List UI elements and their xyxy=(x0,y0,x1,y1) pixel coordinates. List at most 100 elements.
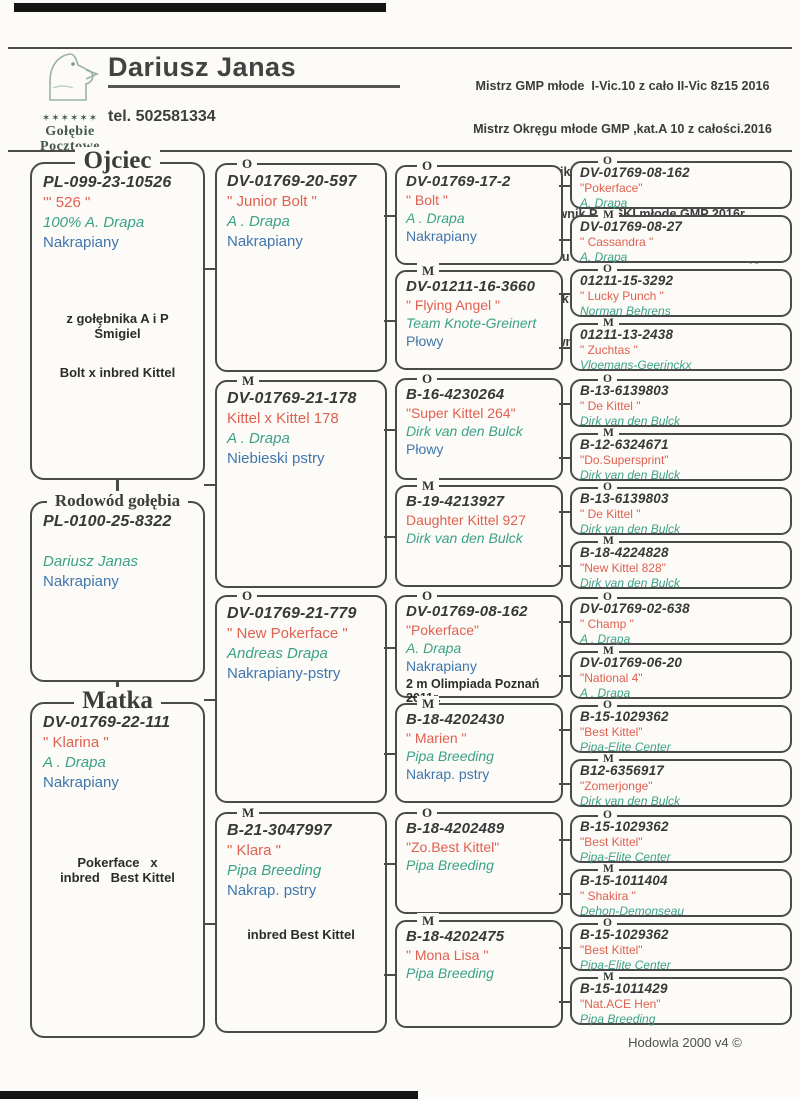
pedigree-box-gen3-3: O B-16-4230264 "Super Kittel 264" Dirk v… xyxy=(384,371,563,480)
sex-marker: O xyxy=(417,805,438,821)
ring-number: PL-0100-25-8322 xyxy=(43,513,172,530)
pigeon-name: Kittel x Kittel 178 xyxy=(227,410,339,427)
sex-marker: O xyxy=(598,591,617,603)
breeder-name: Pipa Breeding xyxy=(406,748,494,764)
breeder-name: Dirk van den Bulck xyxy=(580,521,681,536)
sex-marker: M xyxy=(237,373,260,389)
phone-number: tel. 502581334 xyxy=(108,108,216,125)
pedigree-box-gen3-1: O DV-01769-17-2 " Bolt " A . Drapa Nakra… xyxy=(384,158,563,265)
ring-number: B-18-4202475 xyxy=(406,928,505,945)
ring-number: DV-01769-02-638 xyxy=(580,601,690,616)
pedigree-box-gen4-3: O 01211-15-3292 " Lucky Punch " Norman B… xyxy=(559,263,792,318)
ring-number: B-15-1011404 xyxy=(580,873,668,888)
pedigree-box-gen4-12: M B12-6356917 "Zomerjonge" Dirk van den … xyxy=(559,753,792,808)
pedigree-box-gen3-7: O B-18-4202489 "Zo.Best Kittel" Pipa Bre… xyxy=(384,805,563,914)
breeder-name: A. Drapa xyxy=(580,249,628,264)
box-title-father: Ojciec xyxy=(75,147,160,174)
feather-color: Nakrapiany xyxy=(227,233,303,250)
pedigree-box-gen4-16: M B-15-1011429 "Nat.ACE Hen" Pipa Breedi… xyxy=(559,971,792,1026)
pedigree-box-gen4-9: O DV-01769-02-638 " Champ " A . Drapa xyxy=(559,591,792,646)
ring-number: DV-01769-21-178 xyxy=(227,390,357,407)
pigeon-name: "New Kittel 828" xyxy=(580,561,666,575)
ring-number: DV-01769-08-162 xyxy=(580,165,690,180)
pigeon-name: "Zo.Best Kittel" xyxy=(406,839,500,855)
breeder-name: Team Knote-Greinert xyxy=(406,315,537,331)
ring-number: B-15-1029362 xyxy=(580,819,669,834)
pedigree-box-gen4-5: O B-13-6139803 " De Kittel " Dirk van de… xyxy=(559,373,792,428)
note: z gołębnika A i P Śmigiel xyxy=(66,311,173,341)
feather-color: Niebieski pstry xyxy=(227,450,325,467)
breeder-name: Dirk van den Bulck xyxy=(580,575,681,590)
ring-number: B-15-1029362 xyxy=(580,709,669,724)
sex-marker: O xyxy=(237,588,258,604)
ring-number: B-15-1029362 xyxy=(580,927,669,942)
pigeon-name: " Mona Lisa " xyxy=(406,947,489,963)
pigeon-name: " Lucky Punch " xyxy=(580,289,664,303)
breeder-name: Pipa Breeding xyxy=(406,965,494,981)
feather-color: Nakrapiany xyxy=(406,658,477,674)
ring-number: DV-01769-06-20 xyxy=(580,655,683,670)
ring-number: B-19-4213927 xyxy=(406,493,505,510)
pigeon-name: "Best Kittel" xyxy=(580,943,643,957)
breeder-name: Vloemans-Geerinckx xyxy=(580,357,692,372)
pedigree-box-gen3-8: M B-18-4202475 " Mona Lisa " Pipa Breedi… xyxy=(384,913,563,1028)
pigeon-name: " Cassandra " xyxy=(580,235,654,249)
breeder-name: Dirk van den Bulck xyxy=(580,793,681,808)
note: Pokerface x xyxy=(77,855,158,870)
breeder-name: Pipa-Elite Center xyxy=(580,739,671,754)
note: 2 m Olimpiada Poznań 2011r. xyxy=(406,677,540,705)
pigeon-name: "Best Kittel" xyxy=(580,725,643,739)
ring-number: 01211-13-2438 xyxy=(580,327,674,342)
box-title-mother: Matka xyxy=(74,687,161,714)
pedigree-box-mother: Matka DV-01769-22-111 " Klarina " A . Dr… xyxy=(30,687,205,1038)
sex-marker: O xyxy=(598,917,617,929)
ring-number: DV-01211-16-3660 xyxy=(406,278,536,295)
pedigree-box-gen3-2: M DV-01211-16-3660 " Flying Angel " Team… xyxy=(384,263,563,370)
pigeon-name: " Shakira " xyxy=(580,889,636,903)
pedigree-box-gen2-4: M B-21-3047997 " Klara " Pipa Breeding N… xyxy=(204,805,387,1033)
note: inbred Best Kittel xyxy=(247,927,355,942)
pigeon-name: "Best Kittel" xyxy=(580,835,643,849)
owner-name: Dariusz Janas xyxy=(108,52,400,88)
breeder-name: A . Drapa xyxy=(227,213,290,230)
sex-marker: O xyxy=(417,158,438,174)
pedigree-box-gen4-14: M B-15-1011404 " Shakira " Dehon-Demonse… xyxy=(559,863,792,918)
breeder-name: A. Drapa xyxy=(406,640,462,656)
pigeon-name: " Bolt " xyxy=(406,192,448,208)
pedigree-box-gen4-7: O B-13-6139803 " De Kittel " Dirk van de… xyxy=(559,481,792,536)
pigeon-name xyxy=(43,532,192,552)
note: inbred Best Kittel xyxy=(60,870,175,885)
sex-marker: O xyxy=(417,371,438,387)
ring-number: B-18-4202430 xyxy=(406,711,505,728)
pedigree-box-gen4-13: O B-15-1029362 "Best Kittel" Pipa-Elite … xyxy=(559,809,792,864)
sex-marker: O xyxy=(598,373,617,385)
ring-number: PL-099-23-10526 xyxy=(43,174,172,191)
achievement-line: Mistrz Okręgu młode GMP ,kat.A 10 z cało… xyxy=(473,122,772,137)
pedigree-box-gen4-2: M DV-01769-08-27 " Cassandra " A. Drapa xyxy=(559,209,792,264)
scan-black-bar-bottom xyxy=(0,1091,418,1099)
breeder-name: Andreas Drapa xyxy=(227,645,328,662)
pigeon-name: " De Kittel " xyxy=(580,399,641,413)
breeder-name: A . Drapa xyxy=(227,430,290,447)
pigeon-name: "Zomerjonge" xyxy=(580,779,653,793)
feather-color: Nakrap. pstry xyxy=(227,882,317,899)
pedigree-box-gen2-1: O DV-01769-20-597 " Junior Bolt " A . Dr… xyxy=(204,156,387,372)
breeder-name: 100% A. Drapa xyxy=(43,214,145,231)
pigeon-name: " New Pokerface " xyxy=(227,625,348,642)
sex-marker: M xyxy=(598,317,619,329)
sex-marker: M xyxy=(237,805,260,821)
sex-marker: M xyxy=(417,478,440,494)
ring-number: B-13-6139803 xyxy=(580,383,669,398)
note: Bolt x inbred Kittel xyxy=(59,365,176,380)
logo-stars: ✶✶✶✶✶✶ xyxy=(41,113,99,124)
feather-color: Nakrapiany xyxy=(43,234,119,251)
box-title-subject: Rodowód gołębia xyxy=(46,491,189,510)
pigeon-name: " Zuchtas " xyxy=(580,343,638,357)
breeder-name: Dehon-Demonseau xyxy=(580,903,685,918)
ring-number: B12-6356917 xyxy=(580,763,665,778)
ring-number: B-16-4230264 xyxy=(406,386,505,403)
ring-number: DV-01769-21-779 xyxy=(227,605,357,622)
pedigree-box-gen3-5: O DV-01769-08-162 "Pokerface" A. Drapa N… xyxy=(384,588,563,705)
pedigree-box-gen4-4: M 01211-13-2438 " Zuchtas " Vloemans-Gee… xyxy=(559,317,792,372)
sex-marker: O xyxy=(598,155,617,167)
